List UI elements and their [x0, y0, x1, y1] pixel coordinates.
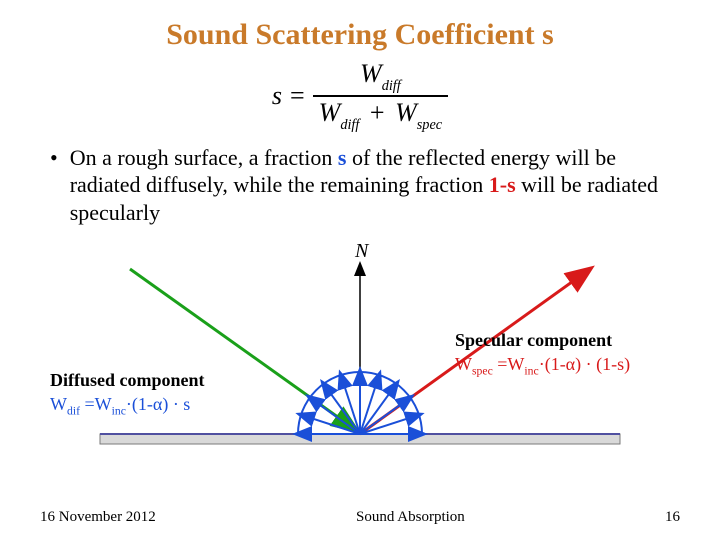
bullet-pre: On a rough surface, a fraction — [70, 145, 338, 170]
bullet-1ms: 1-s — [489, 172, 516, 197]
formula-fraction: Wdiff Wdiff + Wspec — [313, 60, 449, 132]
bullet-item: • On a rough surface, a fraction s of th… — [40, 144, 680, 227]
scattering-diagram: N Diffused component Wdif =Winc·(1-α) · … — [40, 234, 680, 474]
slide-footer: 16 November 2012 Sound Absorption 16 — [0, 509, 720, 526]
spec-line1: Specular component — [455, 330, 612, 350]
formula-lhs: s — [272, 81, 282, 111]
slide-title: Sound Scattering Coefficient s — [40, 18, 680, 52]
normal-label: N — [355, 240, 368, 263]
footer-page: 16 — [665, 509, 680, 526]
spec-rest: =W — [493, 354, 525, 374]
num-sub: diff — [382, 78, 401, 94]
footer-date: 16 November 2012 — [40, 509, 156, 526]
spec-tail: ·(1-α) · (1-s) — [539, 354, 630, 374]
den-sub1: diff — [340, 117, 359, 133]
diffuse-line1: Diffused component — [50, 370, 205, 390]
formula-block: s = Wdiff Wdiff + Wspec — [40, 60, 680, 132]
den-plus: + — [370, 98, 385, 127]
den-sub2: spec — [417, 117, 442, 133]
diffuse-label: Diffused component Wdif =Winc·(1-α) · s — [50, 369, 205, 418]
num-W: W — [360, 59, 382, 88]
footer-center: Sound Absorption — [356, 509, 465, 526]
specular-label: Specular component Wspec =Winc·(1-α) · (… — [455, 329, 630, 378]
spec-W: W — [455, 354, 472, 374]
spec-sub: spec — [472, 364, 493, 377]
dif-sub: dif — [67, 404, 80, 417]
den-W1: W — [319, 98, 341, 127]
spec-sub2: inc — [524, 364, 538, 377]
dif-tail: ·(1-α) · s — [126, 394, 190, 414]
den-W2: W — [395, 98, 417, 127]
formula-equals: = — [290, 81, 305, 111]
dif-W: W — [50, 394, 67, 414]
dif-rest: =W — [80, 394, 112, 414]
dif-sub2: inc — [112, 404, 126, 417]
bullet-dot: • — [50, 144, 58, 172]
